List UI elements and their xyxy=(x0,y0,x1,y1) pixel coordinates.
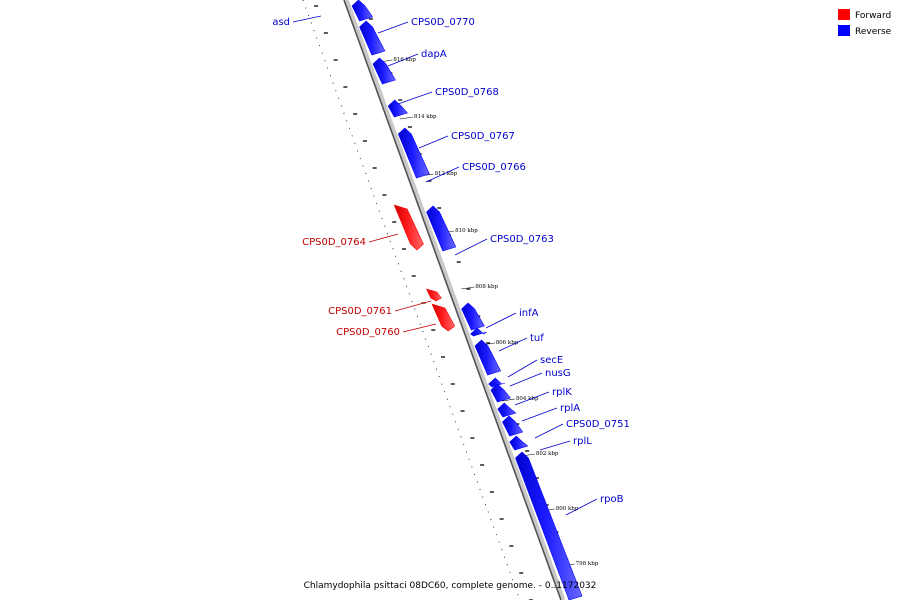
gene-leader-cps0d_0760 xyxy=(402,323,437,333)
gene-leader-cps0d_0770 xyxy=(377,21,409,34)
gene-arrow-cps0d_0768 xyxy=(372,57,396,85)
gene-arrow-dapa xyxy=(359,20,386,56)
gene-arrow-cps0d_0760 xyxy=(431,303,456,332)
gene-label-cps0d_0764: CPS0D_0764 xyxy=(302,237,366,248)
legend-reverse-swatch xyxy=(838,25,850,36)
gene-leader-cps0d_0761 xyxy=(394,300,432,312)
gene-leader-rplk xyxy=(514,391,550,406)
gene-leader-cps0d_0767 xyxy=(418,135,449,149)
legend-reverse-label: Reverse xyxy=(855,27,892,37)
gene-leader-rpll xyxy=(539,440,571,451)
gene-label-cps0d_0766: CPS0D_0766 xyxy=(462,162,526,173)
kbp-label: 806 kbp xyxy=(496,340,519,346)
gene-arrow-cps0d_0766 xyxy=(397,127,430,179)
gene-arrow-cps0d_0770 xyxy=(351,0,374,22)
gene-arrow-tuf xyxy=(470,327,487,337)
gene-arrow-cps0d_0764 xyxy=(393,204,424,251)
gene-leader-rpob xyxy=(565,498,598,516)
gene-leader-infa xyxy=(485,312,517,329)
gene-arrow-cps0d_0751 xyxy=(502,415,524,437)
kbp-label: 802 kbp xyxy=(536,451,559,457)
gene-leader-asd xyxy=(292,15,322,23)
kbp-label: 816 kbp xyxy=(393,57,416,63)
kbp-label: 804 kbp xyxy=(516,396,539,402)
gene-arrow-sece xyxy=(474,339,502,376)
kbp-label: 798 kbp xyxy=(576,561,599,567)
kbp-leader xyxy=(501,398,515,402)
kbp-label: 808 kbp xyxy=(475,284,498,290)
kbp-label: 810 kbp xyxy=(455,228,478,234)
kbp-label: 814 kbp xyxy=(414,114,437,120)
gene-arrow-cps0d_0763 xyxy=(426,205,457,252)
gene-label-rpob: rpoB xyxy=(600,494,624,505)
gene-leader-dapa xyxy=(387,53,419,67)
kbp-leader xyxy=(461,286,475,290)
gene-label-dapa: dapA xyxy=(421,49,447,60)
gene-label-cps0d_0761: CPS0D_0761 xyxy=(328,306,392,317)
gene-arrow-rplk xyxy=(490,383,511,403)
gene-leader-cps0d_0764 xyxy=(368,233,399,243)
gene-leader-cps0d_0751 xyxy=(534,423,564,439)
gene-leader-tuf xyxy=(498,337,528,352)
gene-label-rpll: rplL xyxy=(573,436,592,447)
gene-arrow-cps0d_0767 xyxy=(387,99,408,118)
gene-leader-rpla xyxy=(521,407,558,422)
gene-arrow-infa xyxy=(461,302,485,331)
genome-caption: Chlamydophila psittaci 08DC60, complete … xyxy=(304,581,597,591)
gene-leader-cps0d_0766 xyxy=(425,166,460,183)
gene-arrow-rpll xyxy=(509,435,529,451)
gene-leader-cps0d_0768 xyxy=(397,91,433,105)
gene-label-cps0d_0767: CPS0D_0767 xyxy=(451,131,515,142)
gene-features xyxy=(292,0,598,600)
gene-labels: asd CPS0D_0770 dapA CPS0D_0768 CPS0D_0767 CPS… xyxy=(272,17,630,505)
kbp-leader xyxy=(399,116,413,120)
gene-arrow-rpob xyxy=(515,451,583,600)
tick-marks: 816 kbp 814 kbp 812 kbp 810 kbp 808 kbp 806 k… xyxy=(314,5,599,600)
genome-backbone xyxy=(343,0,566,600)
gene-label-asd: asd xyxy=(272,17,290,28)
kbp-label: 812 kbp xyxy=(435,171,458,177)
gene-label-nusg: nusG xyxy=(545,368,571,379)
legend-forward-swatch xyxy=(838,9,850,20)
kbp-label: 800 kbp xyxy=(556,506,579,512)
gene-label-infa: infA xyxy=(519,308,539,319)
gene-arrow-rpla xyxy=(497,402,517,418)
gene-arrow-cps0d_0761 xyxy=(425,288,442,302)
gene-label-tuf: tuf xyxy=(530,333,544,344)
gene-label-cps0d_0763: CPS0D_0763 xyxy=(490,234,554,245)
legend: Forward Reverse xyxy=(838,9,892,37)
gene-label-rplk: rplK xyxy=(552,387,572,398)
gene-label-cps0d_0751: CPS0D_0751 xyxy=(566,419,630,430)
gene-label-cps0d_0760: CPS0D_0760 xyxy=(336,327,400,338)
gene-leader-nusg xyxy=(509,372,543,387)
gene-label-sece: secE xyxy=(540,355,563,366)
gene-leader-sece xyxy=(507,359,538,378)
gene-label-cps0d_0770: CPS0D_0770 xyxy=(411,17,475,28)
legend-forward-label: Forward xyxy=(855,11,891,21)
gene-leader-cps0d_0763 xyxy=(454,238,488,256)
gene-label-cps0d_0768: CPS0D_0768 xyxy=(435,87,499,98)
gene-label-rpla: rplA xyxy=(560,403,580,414)
